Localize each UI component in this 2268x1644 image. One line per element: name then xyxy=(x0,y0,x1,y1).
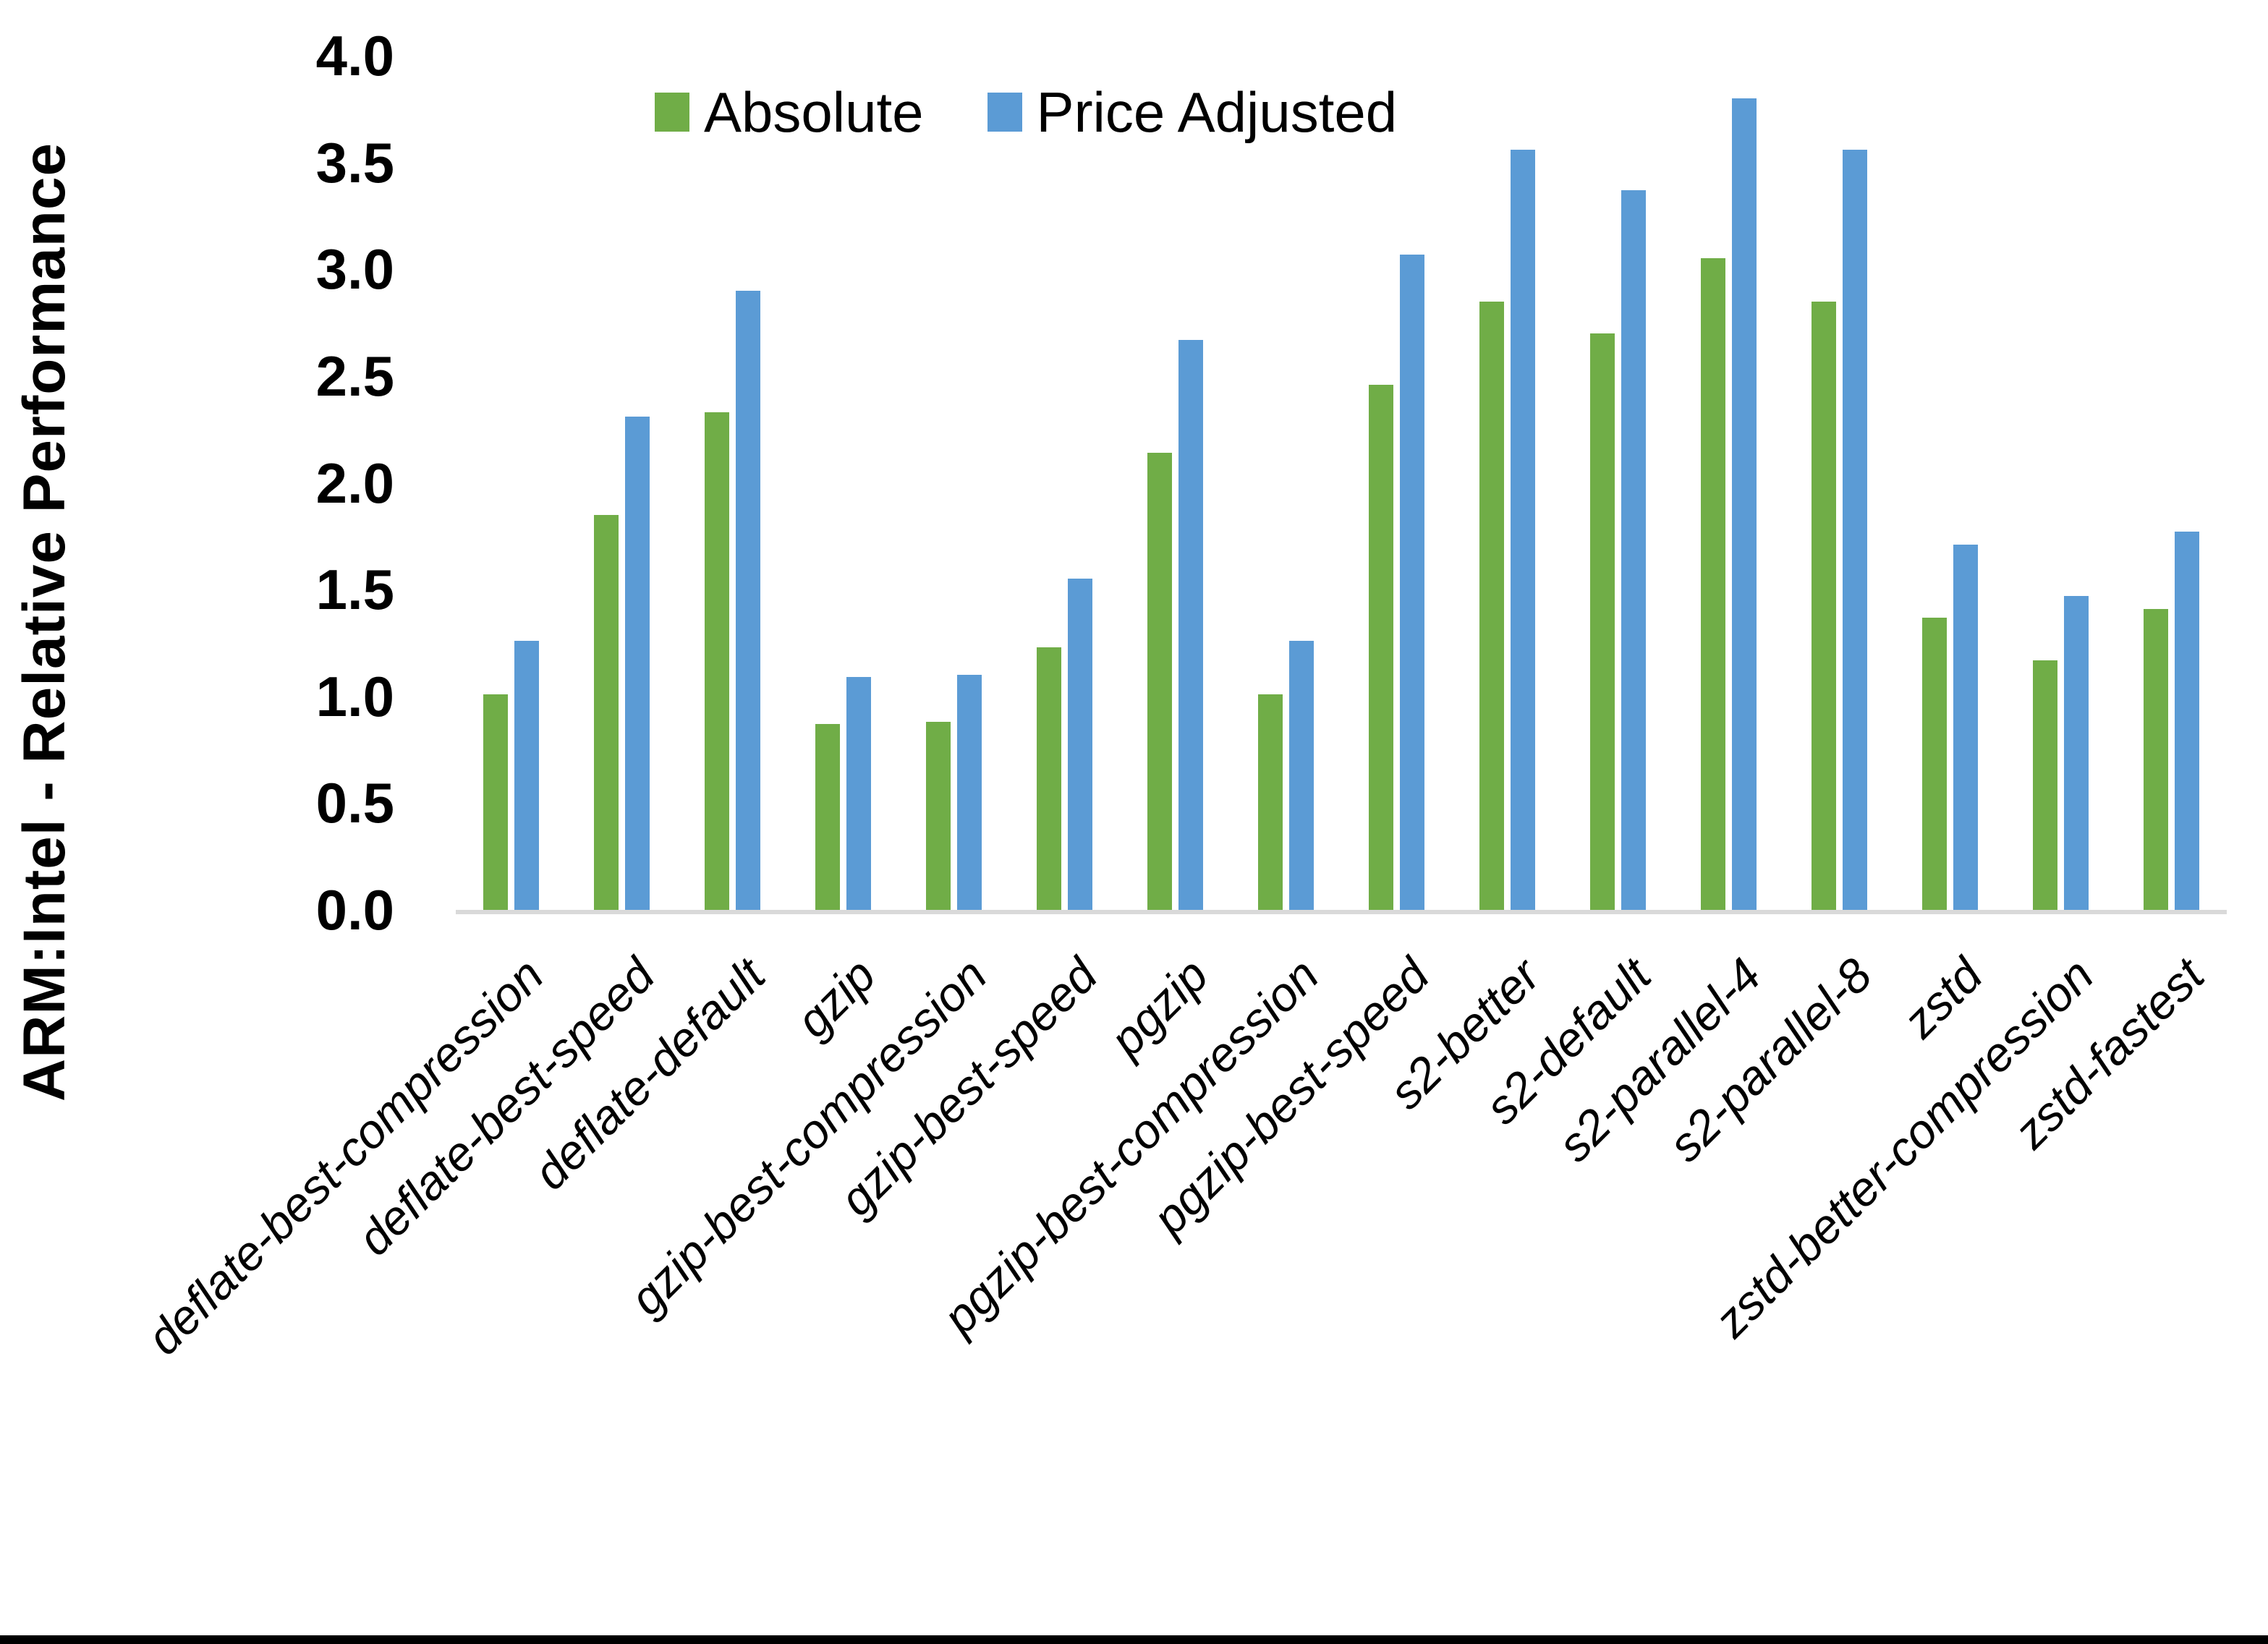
bar-absolute-s2-parallel-4 xyxy=(1701,258,1725,910)
bar-price-adjusted-s2-parallel-4 xyxy=(1732,98,1757,910)
y-tick-label: 3.0 xyxy=(315,237,394,302)
bar-absolute-gzip-best-compression xyxy=(926,722,951,910)
y-tick-label: 1.5 xyxy=(315,558,394,622)
legend-swatch-icon xyxy=(987,93,1022,132)
y-tick-label: 4.0 xyxy=(315,24,394,88)
x-category-label-gzip: gzip xyxy=(786,947,886,1048)
bar-price-adjusted-s2-better xyxy=(1511,150,1535,910)
bar-group-deflate-best-compression xyxy=(456,56,566,910)
legend-label: Price Adjusted xyxy=(1036,80,1398,144)
bar-absolute-zstd-better-compression xyxy=(2033,660,2057,910)
y-tick-label: 2.0 xyxy=(315,451,394,515)
bar-group-pgzip xyxy=(1120,56,1231,910)
bar-group-s2-parallel-8 xyxy=(1784,56,1895,910)
bar-price-adjusted-zstd xyxy=(1953,545,1978,910)
bar-price-adjusted-pgzip-best-compression xyxy=(1289,641,1314,910)
bar-price-adjusted-gzip-best-compression xyxy=(957,675,982,910)
plot-area xyxy=(456,56,2227,914)
bar-absolute-s2-default xyxy=(1590,333,1615,910)
bar-price-adjusted-zstd-better-compression xyxy=(2064,596,2089,910)
bar-group-pgzip-best-speed xyxy=(1341,56,1452,910)
bar-absolute-s2-better xyxy=(1479,302,1504,910)
bar-group-gzip xyxy=(788,56,899,910)
legend-item-price-adjusted: Price Adjusted xyxy=(987,80,1398,144)
bar-group-s2-default xyxy=(1563,56,1673,910)
bar-absolute-deflate-best-speed xyxy=(594,515,619,910)
bar-group-gzip-best-compression xyxy=(899,56,1009,910)
bar-group-zstd-better-compression xyxy=(2005,56,2116,910)
y-tick-label: 0.5 xyxy=(315,771,394,835)
bar-absolute-gzip-best-speed xyxy=(1037,647,1061,910)
legend-swatch-icon xyxy=(655,93,689,132)
bar-group-gzip-best-speed xyxy=(1009,56,1120,910)
bar-group-s2-parallel-4 xyxy=(1673,56,1784,910)
bar-group-zstd-fastest xyxy=(2116,56,2227,910)
y-tick-label: 2.5 xyxy=(315,344,394,408)
legend: Absolute Price Adjusted xyxy=(655,81,1397,143)
bar-price-adjusted-deflate-best-speed xyxy=(625,417,650,910)
bar-absolute-pgzip-best-compression xyxy=(1258,694,1283,910)
bar-price-adjusted-pgzip-best-speed xyxy=(1400,255,1424,910)
bar-absolute-gzip xyxy=(815,724,840,910)
bar-group-deflate-best-speed xyxy=(566,56,677,910)
legend-label: Absolute xyxy=(704,80,924,144)
bar-absolute-zstd xyxy=(1922,618,1947,910)
bar-absolute-deflate-best-compression xyxy=(483,694,508,910)
bar-price-adjusted-deflate-best-compression xyxy=(514,641,539,910)
bar-absolute-zstd-fastest xyxy=(2144,609,2168,910)
bar-price-adjusted-pgzip xyxy=(1178,340,1203,910)
bar-absolute-pgzip xyxy=(1147,453,1172,910)
bottom-border-bar xyxy=(0,1635,2268,1644)
bar-price-adjusted-gzip-best-speed xyxy=(1068,579,1092,910)
bar-group-s2-better xyxy=(1452,56,1563,910)
bar-price-adjusted-gzip xyxy=(846,677,871,910)
bar-price-adjusted-s2-parallel-8 xyxy=(1843,150,1867,910)
y-tick-label: 1.0 xyxy=(315,664,394,728)
bar-group-zstd xyxy=(1895,56,2005,910)
bar-price-adjusted-s2-default xyxy=(1621,190,1646,910)
bar-group-pgzip-best-compression xyxy=(1231,56,1341,910)
y-tick-label: 3.5 xyxy=(315,130,394,195)
bar-absolute-deflate-default xyxy=(705,412,729,910)
legend-item-absolute: Absolute xyxy=(655,81,924,143)
x-category-label-zstd: zstd xyxy=(1893,947,1993,1048)
bar-absolute-s2-parallel-8 xyxy=(1812,302,1836,910)
y-axis-title: ARM:Intel - Relative Performance xyxy=(12,142,77,1102)
y-tick-label: 0.0 xyxy=(315,878,394,942)
bar-absolute-pgzip-best-speed xyxy=(1369,385,1393,910)
bar-price-adjusted-zstd-fastest xyxy=(2175,532,2199,910)
bar-group-deflate-default xyxy=(677,56,788,910)
bar-price-adjusted-deflate-default xyxy=(736,291,760,910)
